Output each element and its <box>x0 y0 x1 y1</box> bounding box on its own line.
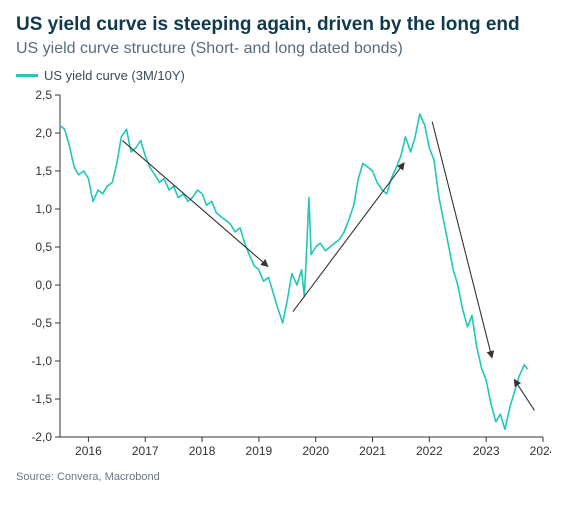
trend-arrow-4 <box>515 380 535 410</box>
source-line: Source: Convera, Macrobond <box>16 471 551 483</box>
plot-area: -2,0 -1,5 -1,0 -0,5 0,0 0,5 1,0 1,5 2,0 2,5 2016 20… <box>16 85 551 465</box>
svg-text:2020: 2020 <box>302 444 329 458</box>
svg-text:-2,0: -2,0 <box>31 430 52 444</box>
yield-curve-chart: US yield curve is steeping again, driven… <box>0 0 567 530</box>
trend-arrow-2 <box>293 163 404 311</box>
series-line <box>60 114 527 429</box>
svg-text:-0,5: -0,5 <box>31 316 52 330</box>
svg-text:2018: 2018 <box>189 444 216 458</box>
svg-text:2024: 2024 <box>530 444 551 458</box>
legend-swatch <box>16 74 38 77</box>
legend-label: US yield curve (3M/10Y) <box>44 68 185 83</box>
svg-text:0,0: 0,0 <box>35 278 52 292</box>
svg-text:1,0: 1,0 <box>35 202 52 216</box>
svg-text:1,5: 1,5 <box>35 164 52 178</box>
plot-svg: -2,0 -1,5 -1,0 -0,5 0,0 0,5 1,0 1,5 2,0 2,5 2016 20… <box>16 85 551 465</box>
svg-text:-1,5: -1,5 <box>31 392 52 406</box>
svg-text:0,5: 0,5 <box>35 240 52 254</box>
svg-text:-1,0: -1,0 <box>31 354 52 368</box>
trend-arrow-1 <box>123 141 268 266</box>
svg-text:2022: 2022 <box>416 444 443 458</box>
svg-text:2019: 2019 <box>246 444 273 458</box>
chart-title: US yield curve is steeping again, driven… <box>16 14 551 37</box>
svg-text:2,5: 2,5 <box>35 88 52 102</box>
trend-arrow-3 <box>432 122 492 358</box>
svg-text:2,0: 2,0 <box>35 126 52 140</box>
chart-subtitle: US yield curve structure (Short- and lon… <box>16 39 551 58</box>
svg-text:2021: 2021 <box>359 444 386 458</box>
svg-text:2017: 2017 <box>132 444 159 458</box>
svg-text:2016: 2016 <box>75 444 102 458</box>
legend: US yield curve (3M/10Y) <box>16 68 551 83</box>
svg-text:2023: 2023 <box>473 444 500 458</box>
